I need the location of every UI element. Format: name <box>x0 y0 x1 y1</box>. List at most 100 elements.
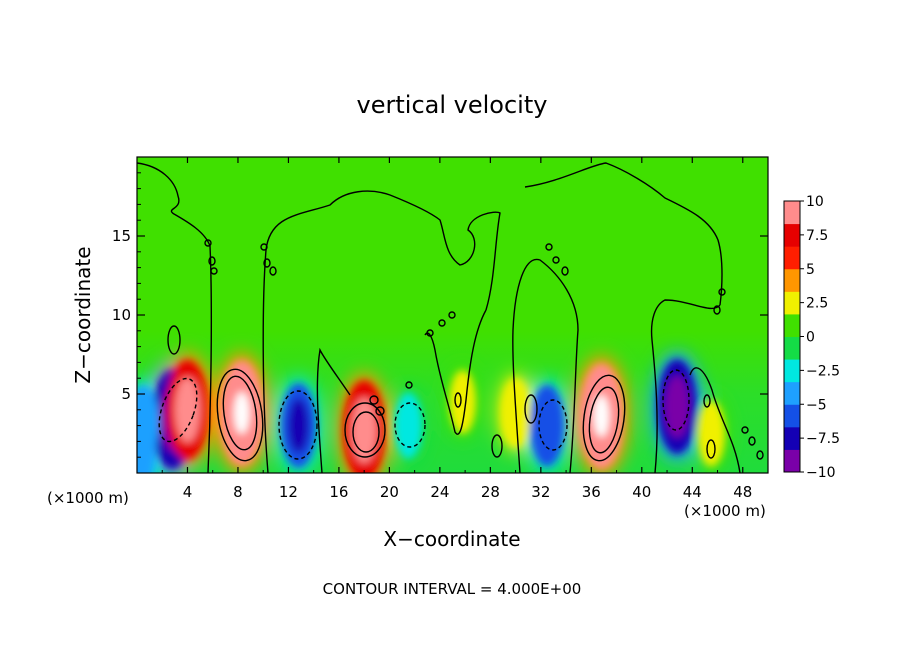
colorbar-tick-label: −2.5 <box>806 363 840 379</box>
contour-loop <box>260 243 268 251</box>
colorbar-swatch <box>784 246 800 270</box>
footer-contour-interval: CONTOUR INTERVAL = 4.000E+00 <box>323 580 582 598</box>
contour-loop <box>369 395 379 405</box>
field-feature-core <box>174 377 201 443</box>
contour-loop <box>269 266 277 276</box>
contour-loop <box>208 256 216 266</box>
contour-loop <box>210 267 218 275</box>
colorbar-tick-label: 5 <box>806 262 815 278</box>
colorbar-swatch <box>784 268 800 292</box>
contour-loop <box>491 434 503 458</box>
y-axis: 5 10 15 <box>112 172 768 458</box>
contour-loop <box>524 394 538 424</box>
colorbar-swatch <box>784 426 800 450</box>
contour-loop <box>703 394 711 408</box>
x-axis: 4 8 12 16 20 24 28 32 36 40 44 48 <box>161 157 752 501</box>
y-tick-label: 15 <box>112 227 131 245</box>
plot-area <box>137 157 768 473</box>
x-tick-label: 12 <box>279 483 298 501</box>
chart-title: vertical velocity <box>357 91 548 119</box>
x-tick-label: 44 <box>683 483 702 501</box>
contour-loop <box>344 402 386 458</box>
contour-loop <box>204 239 212 247</box>
colorbar-swatch <box>784 201 800 225</box>
y-tick-label: 10 <box>112 306 131 324</box>
contour-zero-line <box>316 347 351 473</box>
colorbar-tick-label: −10 <box>806 465 836 481</box>
field-feature <box>394 392 423 459</box>
x-tick-label: 36 <box>582 483 601 501</box>
field-feature-core <box>287 398 310 454</box>
x-unit-right: (×1000 m) <box>684 502 766 520</box>
contour-loop-negative <box>278 390 318 460</box>
x-tick-label: 48 <box>733 483 752 501</box>
contour-loop <box>545 243 553 251</box>
field-feature <box>530 384 565 467</box>
colorbar-tick-label: 7.5 <box>806 228 828 244</box>
colorbar-tick-label: 2.5 <box>806 296 828 312</box>
contour-zero-line <box>137 162 213 473</box>
contour-loop <box>405 381 413 389</box>
contour-lines <box>137 162 764 473</box>
colorbar-tick-label: 0 <box>806 330 815 346</box>
colorbar-swatch <box>784 359 800 383</box>
contour-loop <box>216 368 264 462</box>
contour-loop <box>718 288 726 296</box>
x-tick-label: 24 <box>430 483 449 501</box>
colorbar: 10 7.5 5 2.5 0 −2.5 −5 −7.5 −10 <box>783 194 840 481</box>
field-feature-core <box>665 375 690 438</box>
contour-loop-negative <box>538 399 568 451</box>
x-tick-label: 8 <box>233 483 243 501</box>
contour-loop <box>263 258 271 268</box>
x-tick-label: 4 <box>183 483 193 501</box>
contour-loop <box>167 325 181 355</box>
x-tick-label: 32 <box>531 483 550 501</box>
x-tick-label: 20 <box>380 483 399 501</box>
contour-loop-negative <box>394 402 426 448</box>
x-unit-left: (×1000 m) <box>47 489 129 507</box>
x-tick-label: 16 <box>329 483 348 501</box>
contour-loop <box>552 256 560 264</box>
contour-loop <box>222 375 258 451</box>
contour-zero-line <box>524 162 723 306</box>
colorbar-swatch <box>784 381 800 405</box>
contour-zero-line <box>262 190 501 473</box>
colorbar-tick-label: −5 <box>806 397 827 413</box>
x-tick-label: 40 <box>632 483 651 501</box>
contour-loop <box>454 392 462 408</box>
field-feature <box>697 400 726 467</box>
colorbar-swatch <box>784 313 800 337</box>
contour-loop <box>375 406 385 416</box>
colorbar-tick-label: 10 <box>806 194 824 210</box>
contour-loop <box>706 439 716 459</box>
contour-loop <box>713 305 721 315</box>
contour-zero-line <box>650 299 721 473</box>
contour-loop <box>438 319 446 327</box>
field-feature-peak <box>593 395 610 438</box>
field-feature <box>137 409 157 473</box>
colorbar-swatch <box>784 449 800 473</box>
colorbar-swatch <box>784 336 800 360</box>
contour-loop <box>756 450 764 460</box>
contour-loop-negative <box>662 369 690 431</box>
contour-loop <box>741 426 749 434</box>
contour-loop <box>352 411 380 453</box>
colorbar-tick-label: −7.5 <box>806 431 840 447</box>
contour-loop <box>582 374 626 462</box>
contour-loop <box>561 266 569 276</box>
x-axis-label: X−coordinate <box>383 527 520 551</box>
y-axis-label: Z−coordinate <box>71 246 95 383</box>
colorbar-swatch <box>784 223 800 247</box>
contour-loop <box>426 329 434 337</box>
colorbar-swatch <box>784 404 800 428</box>
x-tick-label: 28 <box>481 483 500 501</box>
contour-zero-line <box>689 367 741 473</box>
contour-loop <box>448 311 456 319</box>
colorbar-swatch <box>784 291 800 315</box>
contour-loop <box>588 386 620 454</box>
field-feature <box>449 370 476 434</box>
contour-loop <box>748 436 756 446</box>
y-tick-label: 5 <box>121 385 131 403</box>
contour-zero-line <box>424 309 487 435</box>
